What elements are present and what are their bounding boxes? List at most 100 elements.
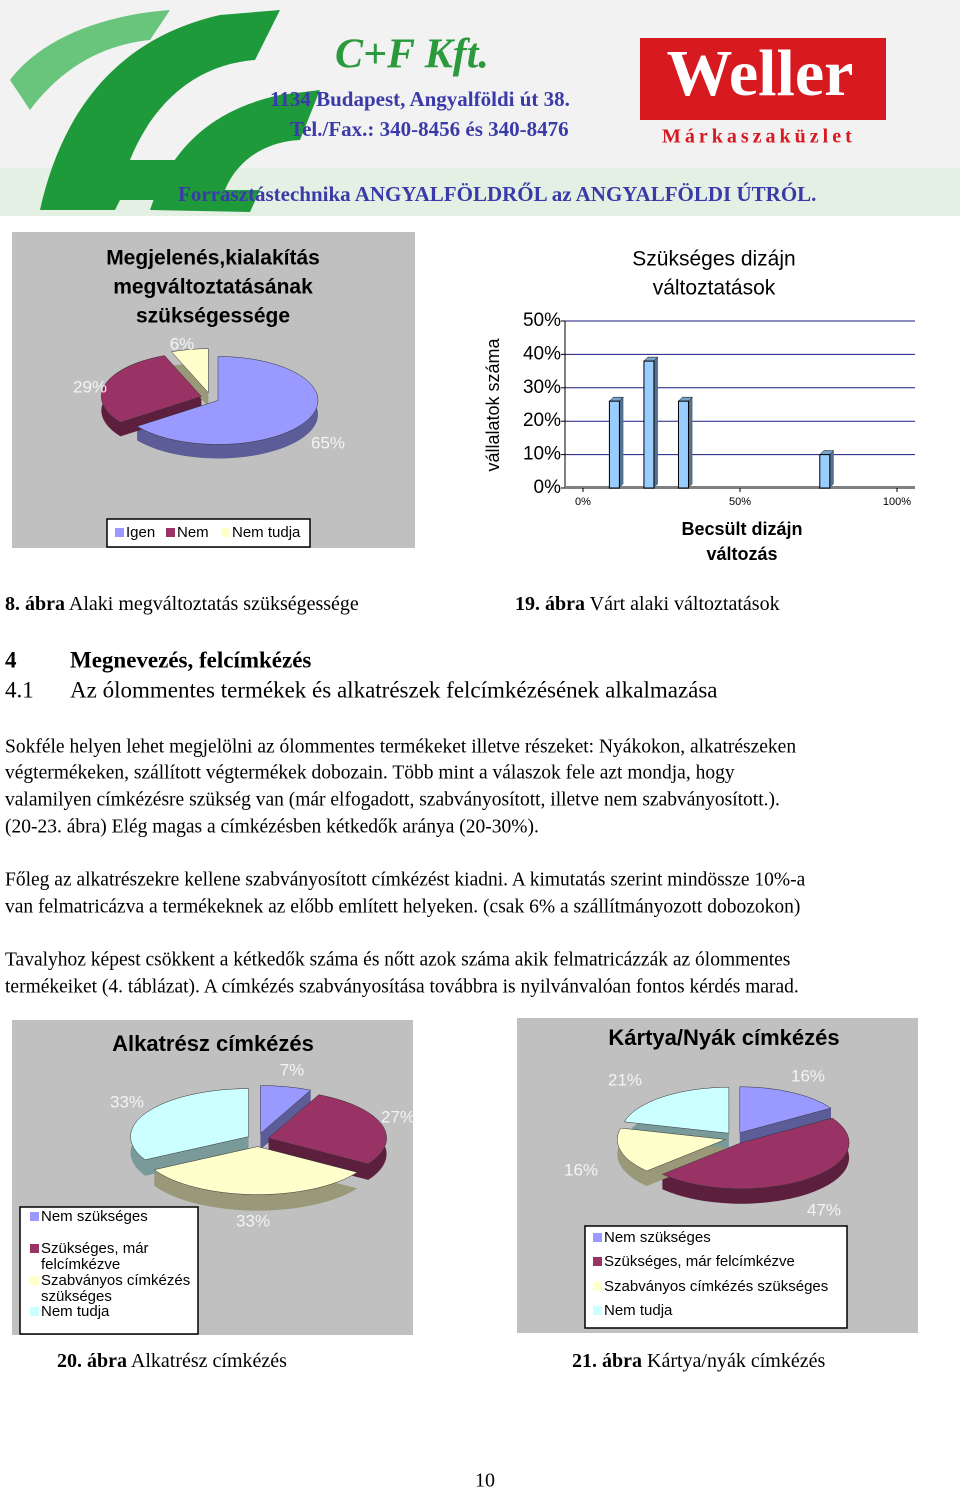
legend-label: Nem szükséges: [41, 1208, 148, 1225]
legend-label: Nem szükséges: [604, 1229, 711, 1246]
legend-label: Igen: [126, 524, 155, 541]
legend-label: Nem tudja: [232, 524, 301, 541]
x-tick-label: 100%: [883, 496, 911, 508]
paragraph-line: van felmatricázva a termékeknek az előbb…: [5, 896, 800, 917]
slice-side: [137, 356, 319, 459]
y-tick-label: 10%: [523, 444, 561, 465]
paragraph-line: végtermékeken, szállított végtermékek do…: [5, 762, 735, 783]
chart-title: Szükséges dizájn: [632, 248, 795, 271]
heading-number: 4: [5, 647, 17, 672]
chart-title: szükségessége: [136, 305, 290, 328]
legend-box: [584, 1225, 848, 1329]
plot-floor: [565, 486, 915, 489]
bar-side: [688, 397, 693, 488]
data-label: 16%: [564, 1160, 598, 1179]
legend-label: Nem tudja: [604, 1302, 673, 1319]
heading-number: 4.1: [5, 677, 34, 702]
caption-label: 8. ábra: [5, 593, 65, 615]
paragraph-line: termékeiket (4. táblázat). A címkézés sz…: [5, 976, 799, 997]
paragraph-line: Sokféle helyen lehet megjelölni az ólomm…: [5, 736, 796, 757]
pie-slice: [623, 1087, 730, 1134]
brand-shop: Márkaszaküzlet: [662, 126, 856, 148]
heading-text: Az ólommentes termékek és alkatrészek fe…: [70, 677, 718, 702]
caption: 19. ábra Várt alaki változtatások: [515, 593, 780, 615]
legend-label: Szabványos címkézés szükséges: [604, 1278, 828, 1295]
x-tick-label: 0%: [575, 496, 591, 508]
company-address: 1134 Budapest, Angyalföldi út 38.: [270, 87, 570, 111]
pie-slice: [171, 348, 209, 394]
text-line: Szükséges, már: [41, 1240, 153, 1257]
page-number: 10: [475, 1470, 495, 1492]
x-tick-label: 50%: [729, 496, 751, 508]
x-axis-label: Becsült dizájn: [681, 519, 802, 539]
caption: 8. ábra Alaki megváltoztatás szükségessé…: [5, 593, 359, 615]
x-axis-label: változás: [706, 544, 777, 564]
caption-text: Kártya/nyák címkézés: [647, 1350, 825, 1372]
data-label: 6%: [170, 334, 195, 353]
caption-text: Alkatrész címkézés: [131, 1350, 287, 1372]
y-tick-label: 50%: [523, 310, 561, 331]
logo-shape: [150, 90, 320, 212]
pie-slice: [136, 356, 319, 445]
bar-side: [653, 357, 658, 488]
y-tick-label: 40%: [523, 343, 561, 364]
pie-slice: [153, 1146, 358, 1195]
text-line: felcímkézve: [41, 1256, 120, 1273]
text-line: Szabványos címkézés: [41, 1272, 194, 1289]
caption-text: Várt alaki változtatások: [590, 593, 780, 615]
legend-label: Szükséges, már felcímkézve: [604, 1253, 795, 1270]
bar-side: [619, 397, 624, 488]
bar: [608, 400, 620, 489]
legend-box: [19, 1206, 199, 1335]
data-label: 7%: [280, 1060, 305, 1079]
data-label: 27%: [381, 1107, 415, 1126]
data-label: 47%: [807, 1200, 841, 1219]
bar: [643, 360, 655, 489]
brand-name: Weller: [667, 37, 854, 110]
slogan: Forrasztástechnika ANGYALFÖLDRŐL az ANGY…: [178, 182, 816, 206]
bar: [677, 400, 689, 489]
pie-slice: [260, 1085, 312, 1135]
data-label: 33%: [236, 1211, 270, 1230]
chart-title: változtatások: [653, 277, 776, 300]
legend-label: Nem: [177, 524, 209, 541]
legend-swatch: [221, 528, 230, 537]
chart-title: Alkatrész címkézés: [112, 1031, 314, 1056]
pie-slice: [268, 1094, 387, 1165]
y-tick-label: 0%: [534, 477, 562, 498]
y-tick-label: 30%: [523, 377, 561, 398]
legend-swatch: [593, 1257, 602, 1266]
text-line: szükséges: [41, 1288, 112, 1305]
legend-label: Szükséges, már felcímkézve: [41, 1240, 153, 1273]
caption-label: 19. ábra: [515, 593, 585, 615]
caption-label: 20. ábra: [57, 1350, 127, 1372]
data-label: 65%: [311, 433, 345, 452]
brand-box: [640, 38, 886, 120]
chart-title: Kártya/Nyák címkézés: [608, 1025, 839, 1050]
bar-side: [829, 450, 834, 488]
chart-title: Megjelenés,kialakítás: [106, 247, 320, 270]
legend-swatch: [593, 1306, 602, 1315]
bar: [819, 454, 831, 489]
data-label: 21%: [608, 1070, 642, 1089]
pie-slice: [130, 1088, 249, 1161]
caption: 20. ábra Alkatrész címkézés: [57, 1350, 287, 1372]
company-phone: Tel./Fax.: 340-8456 és 340-8476: [290, 117, 569, 141]
pie-slice: [101, 355, 202, 423]
data-label: 29%: [73, 377, 107, 396]
logo-shape: [10, 10, 170, 110]
heading-text: Megnevezés, felcímkézés: [70, 647, 311, 672]
legend-swatch: [115, 528, 124, 537]
caption: 21. ábra Kártya/nyák címkézés: [572, 1350, 825, 1372]
legend-swatch: [30, 1244, 39, 1253]
chart-background: [12, 232, 415, 548]
legend-box: [106, 518, 311, 548]
pie-slice: [617, 1127, 726, 1172]
legend-label: Szabványos címkézés szükséges: [41, 1272, 194, 1305]
pie-slice: [661, 1117, 850, 1189]
legend-swatch: [30, 1212, 39, 1221]
legend-swatch: [593, 1282, 602, 1291]
paragraph-line: valamilyen címkézésre szükség van (már e…: [5, 789, 780, 810]
chart-title: megváltoztatásának: [113, 276, 313, 299]
